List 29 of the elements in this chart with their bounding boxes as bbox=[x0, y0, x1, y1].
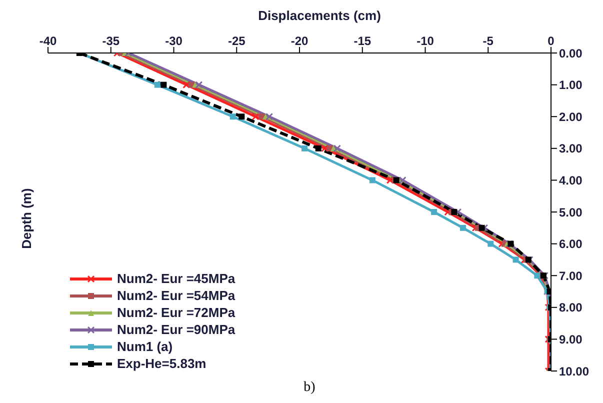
y-tick-label: 9.00 bbox=[559, 332, 583, 346]
y-tick-label: 0.00 bbox=[559, 46, 583, 60]
y-axis-title: Depth (m) bbox=[18, 188, 34, 248]
legend-label: Num2- Eur =90MPa bbox=[117, 321, 236, 338]
x-tick-label: 0 bbox=[548, 34, 555, 48]
x-tick-label: -40 bbox=[39, 34, 57, 48]
x-axis-title: Displacements (cm) bbox=[257, 8, 382, 25]
y-tick-label: 8.00 bbox=[559, 300, 583, 315]
y-tick-label: 1.00 bbox=[559, 78, 583, 92]
y-tick-label: 6.00 bbox=[559, 237, 583, 252]
legend-label: Num2- Eur =45MPa bbox=[117, 270, 236, 287]
x-tick-label: -15 bbox=[354, 34, 372, 48]
x-tick-label: -20 bbox=[290, 34, 308, 48]
x-tick-label: -10 bbox=[416, 34, 434, 48]
legend-label: Exp-He=5.83m bbox=[117, 355, 206, 372]
y-tick-label: 10.00 bbox=[559, 364, 590, 378]
y-tick-label: 3.00 bbox=[559, 142, 583, 156]
legend-label: Num2- Eur =72MPa bbox=[117, 304, 236, 321]
x-tick-label: -5 bbox=[482, 34, 494, 48]
y-tick-label: 4.00 bbox=[559, 173, 583, 188]
y-tick-label: 5.00 bbox=[559, 205, 583, 220]
x-tick-label: -30 bbox=[165, 34, 183, 48]
legend-label: Num2- Eur =54MPa bbox=[117, 287, 236, 304]
x-tick-label: -25 bbox=[228, 34, 246, 48]
legend-label: Num1 (a) bbox=[117, 338, 173, 355]
text: b) bbox=[302, 380, 316, 396]
y-tick-label: 2.00 bbox=[559, 110, 583, 124]
y-tick-label: 7.00 bbox=[559, 268, 583, 283]
x-tick-label: -35 bbox=[102, 34, 120, 48]
